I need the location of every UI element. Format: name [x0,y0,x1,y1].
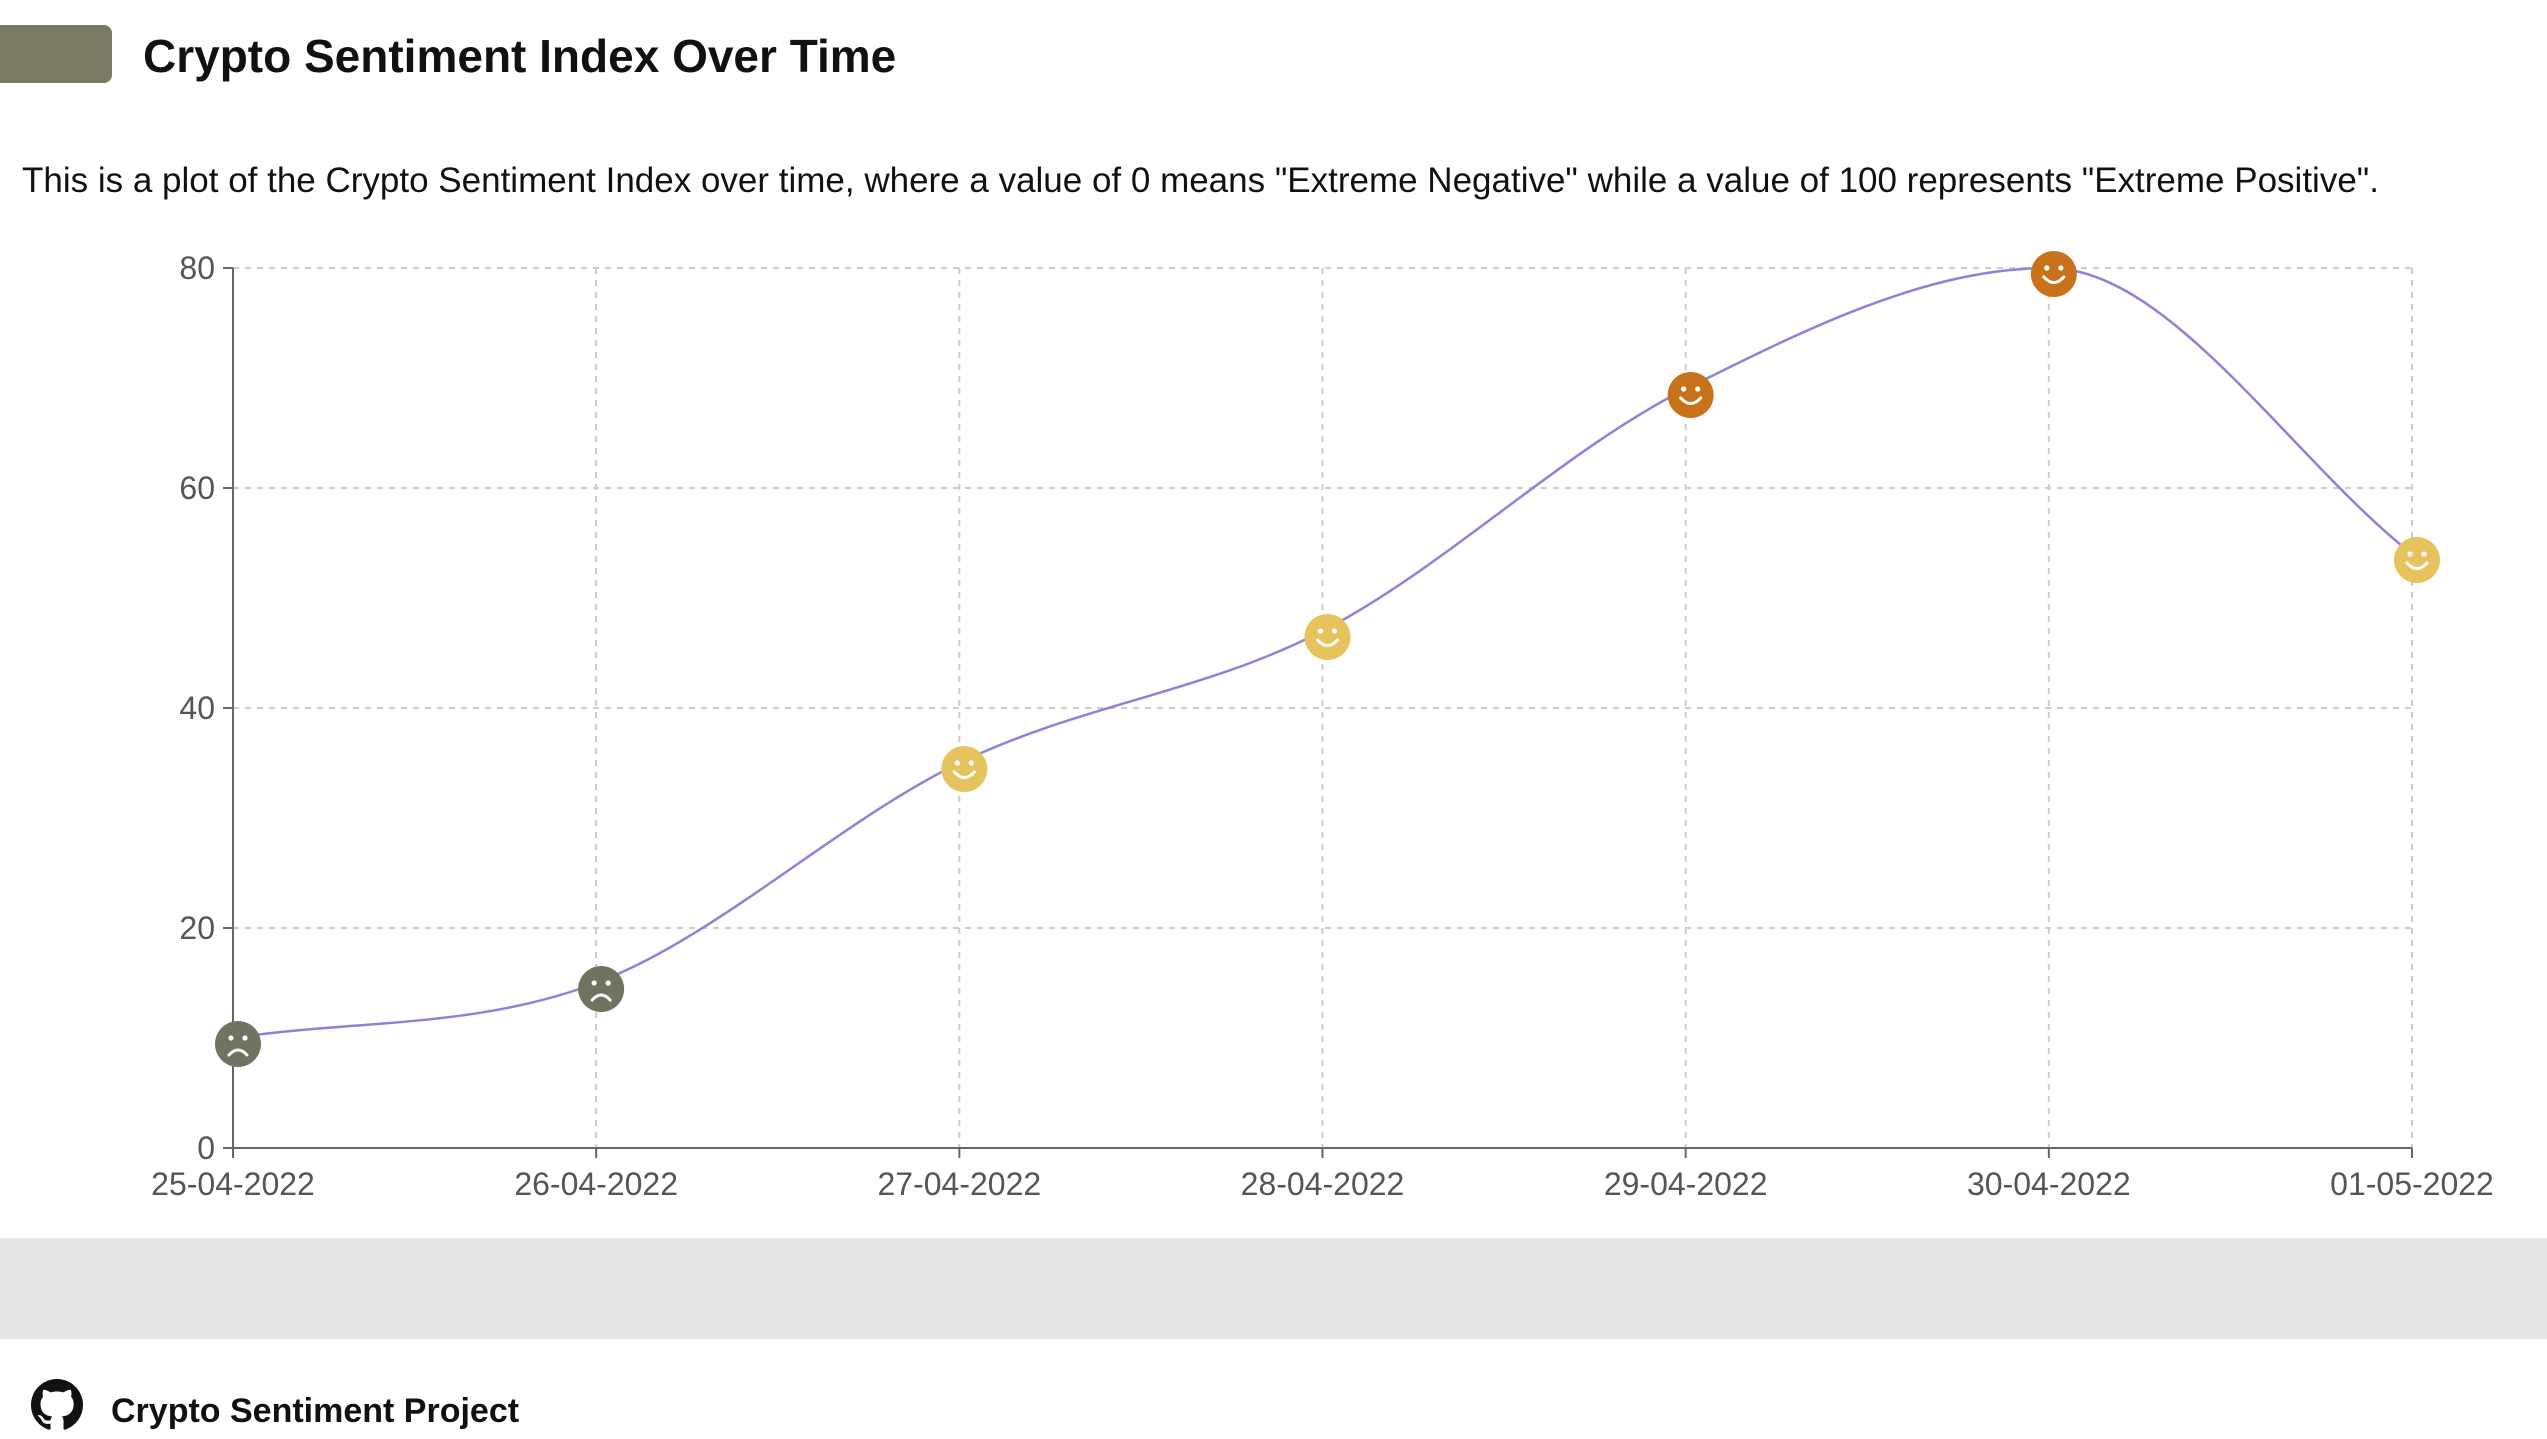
divider-band [0,1238,2547,1339]
marker-mouth [2042,275,2066,284]
markers [215,251,2440,1067]
smile-face-marker[interactable] [1667,372,1714,418]
sentiment-chart: 0 20 40 60 80 25-04-2022 26-04-2022 27-04-2022 2… [151,250,2494,1200]
marker-face [2030,251,2077,297]
marker-face [578,966,625,1012]
x-tick-label: 28-04-2022 [1241,1166,1405,1200]
axes: 0 20 40 60 80 25-04-2022 26-04-2022 27-04-2022 2… [151,250,2494,1200]
y-tick-label: 0 [197,1130,215,1166]
y-tick-label: 60 [179,470,215,506]
page-title: Crypto Sentiment Index Over Time [143,30,897,82]
smile-face-marker[interactable] [1304,614,1351,660]
x-tick-label: 01-05-2022 [2330,1166,2494,1200]
marker-eye [228,1035,234,1041]
project-link[interactable]: Crypto Sentiment Project [111,1392,520,1430]
x-tick-label: 29-04-2022 [1604,1166,1768,1200]
marker-face [2394,537,2440,583]
marker-eye [591,980,597,986]
marker-eye [2407,551,2413,557]
sad-face-marker[interactable] [215,1021,261,1067]
marker-eye [605,980,611,986]
marker-face [215,1021,261,1067]
x-tick-label: 25-04-2022 [151,1166,315,1200]
marker-eye [2058,265,2064,271]
marker-eye [1331,628,1338,634]
github-icon[interactable] [31,1379,83,1431]
smile-face-marker[interactable] [941,746,988,792]
smile-face-marker[interactable] [2030,251,2077,297]
marker-eye [968,760,974,766]
marker-eye [954,760,960,766]
marker-mouth [1316,638,1339,647]
x-tick-label: 30-04-2022 [1967,1166,2131,1200]
marker-face [1667,372,1714,418]
sad-face-marker[interactable] [578,966,625,1012]
chart-description: This is a plot of the Crypto Sentiment I… [22,161,2379,200]
smile-face-marker[interactable] [2394,537,2440,583]
footer: Crypto Sentiment Project [0,1339,2547,1439]
marker-eye [2421,551,2427,557]
marker-mouth [2405,561,2429,570]
marker-mouth [227,1048,249,1057]
logo[interactable] [0,25,112,83]
marker-eye [1695,386,1701,392]
x-tick-label: 27-04-2022 [877,1166,1041,1200]
x-tick-label: 26-04-2022 [514,1166,678,1200]
grid [233,267,2413,1148]
marker-mouth [952,770,976,779]
marker-eye [1681,386,1687,392]
marker-face [1304,614,1351,660]
marker-eye [1317,628,1324,634]
marker-mouth [1679,396,1703,405]
y-tick-label: 80 [179,250,215,286]
marker-eye [242,1035,248,1041]
marker-mouth [590,993,612,1002]
marker-eye [2044,265,2050,271]
y-tick-label: 40 [179,690,215,726]
header: Crypto Sentiment Index Over Time [0,0,2547,110]
marker-face [941,746,988,792]
y-tick-label: 20 [179,910,215,946]
